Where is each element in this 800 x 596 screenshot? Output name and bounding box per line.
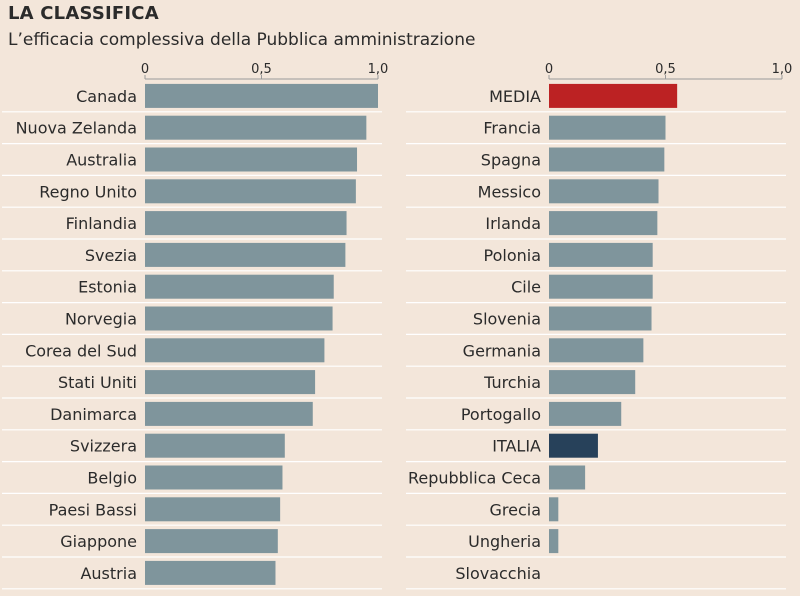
chart-subtitle: L’efficacia complessiva della Pubblica a… [8, 30, 476, 50]
bar-danimarca [145, 401, 313, 426]
category-label-austria: Austria [80, 564, 137, 583]
category-label-canada: Canada [76, 87, 137, 106]
category-label-irlanda: Irlanda [485, 214, 541, 233]
category-label-estonia: Estonia [78, 278, 137, 297]
x-tick-label: 0 [141, 62, 149, 77]
category-label-giappone: Giappone [60, 532, 137, 551]
category-label-finlandia: Finlandia [66, 214, 137, 233]
bar-irlanda [549, 211, 658, 236]
category-label-italia: ITALIA [492, 437, 541, 456]
x-tick-label: 1,0 [368, 62, 389, 77]
bar-spagna [549, 147, 665, 172]
category-label-stati-uniti: Stati Uniti [58, 373, 137, 392]
x-tick-label: 0 [545, 62, 553, 77]
bar-stati-uniti [145, 370, 316, 395]
bar-svizzera [145, 433, 285, 458]
category-label-slovenia: Slovenia [473, 310, 541, 329]
category-label-messico: Messico [478, 182, 541, 201]
bar-grecia [549, 497, 559, 522]
bar-paesi-bassi [145, 497, 281, 522]
category-label-corea-del-sud: Corea del Sud [25, 341, 137, 360]
bar-portogallo [549, 401, 622, 426]
x-tick-label: 0,5 [655, 62, 676, 77]
x-tick-label: 1,0 [772, 62, 793, 77]
bar-giappone [145, 529, 278, 554]
category-label-danimarca: Danimarca [50, 405, 137, 424]
bar-cile [549, 274, 653, 299]
category-label-cile: Cile [511, 278, 541, 297]
category-label-francia: Francia [483, 119, 541, 138]
category-label-svizzera: Svizzera [70, 437, 137, 456]
bar-nuova-zelanda [145, 115, 367, 140]
category-label-germania: Germania [463, 341, 541, 360]
bar-svezia [145, 242, 346, 267]
category-label-grecia: Grecia [489, 500, 541, 519]
bar-canada [145, 83, 378, 108]
bar-norvegia [145, 306, 333, 331]
bar-media [549, 83, 678, 108]
bar-slovenia [549, 306, 652, 331]
category-label-turchia: Turchia [483, 373, 541, 392]
chart-title: LA CLASSIFICA [8, 3, 159, 24]
bar-ungheria [549, 529, 559, 554]
bar-repubblica-ceca [549, 465, 586, 490]
bar-finlandia [145, 211, 347, 236]
bar-italia [549, 433, 598, 458]
bar-polonia [549, 242, 653, 267]
category-label-svezia: Svezia [85, 246, 137, 265]
category-label-regno-unito: Regno Unito [39, 182, 137, 201]
bar-estonia [145, 274, 334, 299]
category-label-polonia: Polonia [484, 246, 542, 265]
bar-regno-unito [145, 179, 356, 204]
bar-austria [145, 560, 276, 585]
category-label-ungheria: Ungheria [468, 532, 541, 551]
x-tick-label: 0,5 [251, 62, 272, 77]
category-label-norvegia: Norvegia [65, 310, 137, 329]
bar-germania [549, 338, 644, 363]
bar-australia [145, 147, 358, 172]
category-label-spagna: Spagna [481, 151, 541, 170]
bar-belgio [145, 465, 283, 490]
category-label-belgio: Belgio [87, 469, 137, 488]
category-label-slovacchia: Slovacchia [455, 564, 541, 583]
bar-francia [549, 115, 666, 140]
category-label-paesi-bassi: Paesi Bassi [49, 500, 137, 519]
bar-corea-del-sud [145, 338, 325, 363]
category-label-media: MEDIA [489, 87, 541, 106]
category-label-australia: Australia [66, 151, 137, 170]
bar-messico [549, 179, 659, 204]
category-label-repubblica-ceca: Repubblica Ceca [408, 469, 541, 488]
category-label-nuova-zelanda: Nuova Zelanda [16, 119, 137, 138]
category-label-portogallo: Portogallo [461, 405, 541, 424]
bar-turchia [549, 370, 636, 395]
